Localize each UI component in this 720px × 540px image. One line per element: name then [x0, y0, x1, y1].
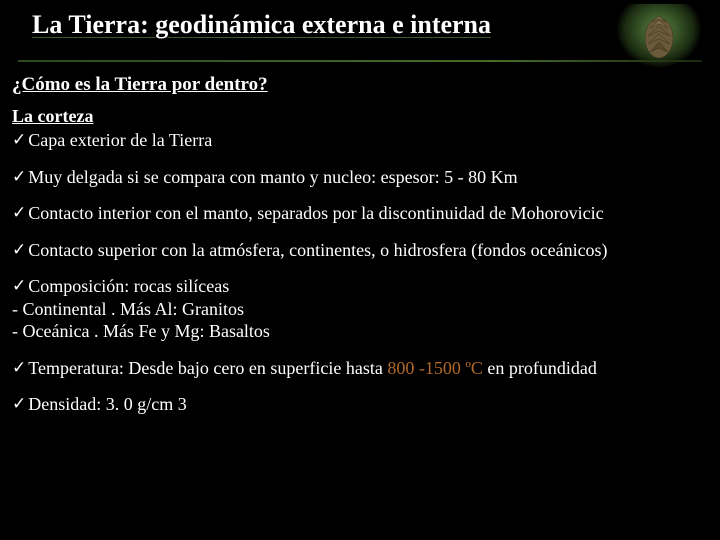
bullet-item: ✓ Temperatura: Desde bajo cero en superf…: [12, 357, 702, 380]
sub-line: - Oceánica . Más Fe y Mg: Basaltos: [12, 320, 702, 343]
bullet-item: ✓ Densidad: 3. 0 g/cm 3: [12, 393, 702, 416]
bullet-text: Composición: rocas silíceas: [28, 275, 702, 298]
bullet-item: ✓ Composición: rocas silíceas: [12, 275, 702, 298]
pinecone-logo: [616, 4, 702, 68]
bullet-text-pre: Temperatura: Desde bajo cero en superfic…: [28, 358, 387, 378]
bullet-text: Capa exterior de la Tierra: [28, 129, 702, 152]
check-icon: ✓: [12, 275, 26, 296]
bullet-text-highlight: 800 -1500 ºC: [387, 358, 483, 378]
check-icon: ✓: [12, 166, 26, 187]
bullet-text: Densidad: 3. 0 g/cm 3: [28, 393, 702, 416]
bullet-item: ✓ Contacto interior con el manto, separa…: [12, 202, 702, 225]
check-icon: ✓: [12, 239, 26, 260]
slide: La Tierra: geodinámica externa e interna…: [0, 0, 720, 540]
bullet-text: Temperatura: Desde bajo cero en superfic…: [28, 357, 702, 380]
bullet-item: ✓ Capa exterior de la Tierra: [12, 129, 702, 152]
bullet-item: ✓ Contacto superior con la atmósfera, co…: [12, 239, 702, 262]
slide-content: ¿Cómo es la Tierra por dentro? La cortez…: [0, 68, 720, 416]
check-icon: ✓: [12, 202, 26, 223]
check-icon: ✓: [12, 357, 26, 378]
slide-subtitle: ¿Cómo es la Tierra por dentro?: [12, 74, 702, 96]
bullet-text-post: en profundidad: [483, 358, 597, 378]
check-icon: ✓: [12, 129, 26, 150]
bullet-text: Contacto superior con la atmósfera, cont…: [28, 239, 702, 262]
header-divider: [18, 60, 702, 62]
sub-lines: - Continental . Más Al: Granitos - Oceán…: [12, 298, 702, 343]
slide-header: La Tierra: geodinámica externa e interna: [0, 0, 720, 68]
check-icon: ✓: [12, 393, 26, 414]
bullet-text: Contacto interior con el manto, separado…: [28, 202, 702, 225]
bullet-text: Muy delgada si se compara con manto y nu…: [28, 166, 702, 189]
section-label: La corteza: [12, 106, 702, 127]
bullet-item: ✓ Muy delgada si se compara con manto y …: [12, 166, 702, 189]
sub-line: - Continental . Más Al: Granitos: [12, 298, 702, 321]
